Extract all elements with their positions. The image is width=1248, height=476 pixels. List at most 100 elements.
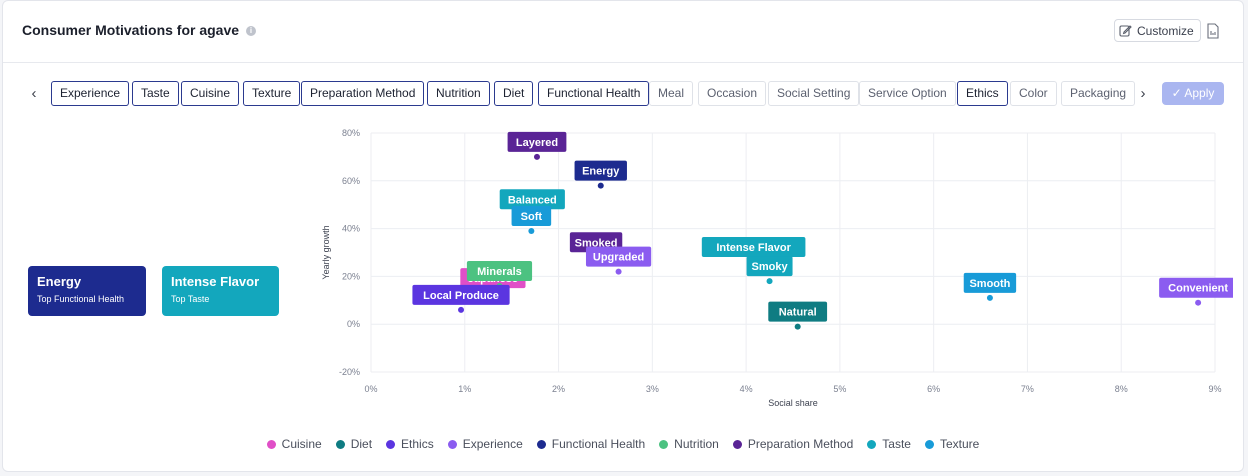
y-tick-label: 20%: [342, 271, 360, 281]
point-label-box: [466, 260, 533, 281]
customize-button[interactable]: Customize: [1114, 19, 1201, 42]
summary-card-1: Intense Flavor Top Taste: [162, 266, 279, 316]
legend-item[interactable]: Cuisine: [266, 437, 322, 451]
y-tick-label: 0%: [347, 319, 360, 329]
x-tick-label: 1%: [458, 384, 471, 394]
y-tick-label: 80%: [342, 128, 360, 138]
point-label-box: [499, 189, 565, 210]
x-tick-label: 2%: [552, 384, 565, 394]
legend-item[interactable]: Nutrition: [659, 437, 719, 451]
legend-item[interactable]: Texture: [924, 437, 980, 451]
legend-item[interactable]: Ethics: [386, 437, 434, 451]
point-label: Convenient: [1168, 283, 1228, 295]
data-point: [533, 153, 540, 160]
legend-label: Ethics: [401, 437, 434, 451]
scroll-left-icon[interactable]: ‹: [31, 85, 37, 102]
scroll-right-icon[interactable]: ›: [1140, 85, 1146, 102]
legend-label: Cuisine: [281, 437, 322, 451]
data-point: [986, 294, 993, 301]
filter-chip-cuisine[interactable]: Cuisine: [181, 81, 240, 106]
filter-chip-nutrition[interactable]: Nutrition: [427, 81, 490, 106]
legend-label: Preparation Method: [747, 437, 854, 451]
legend-item[interactable]: Diet: [335, 437, 373, 451]
filter-chip-diet[interactable]: Diet: [494, 81, 534, 106]
data-point: [766, 278, 773, 285]
point-label: Smoked: [575, 237, 618, 249]
data-point: [458, 306, 465, 313]
legend-dot: [335, 439, 345, 449]
legend-label: Nutrition: [674, 437, 719, 451]
filter-chip-service-option[interactable]: Service Option: [859, 81, 956, 106]
legend-dot: [536, 439, 546, 449]
y-tick-label: -20%: [339, 367, 360, 377]
x-tick-label: 4%: [740, 384, 753, 394]
summary-card-0: Energy Top Functional Health: [28, 266, 146, 316]
legend-label: Texture: [939, 437, 980, 451]
x-tick-label: 9%: [1208, 384, 1221, 394]
legend-dot: [867, 439, 877, 449]
legend-label: Experience: [462, 437, 523, 451]
x-tick-label: 5%: [833, 384, 846, 394]
legend-dot: [924, 439, 934, 449]
filter-row: ‹ Experience Taste Cuisine Texture Preparati…: [3, 81, 1243, 107]
x-axis-label: Social share: [768, 398, 818, 408]
filter-chip-experience[interactable]: Experience: [51, 81, 130, 106]
legend-label: Functional Health: [551, 437, 646, 451]
data-point: [794, 323, 801, 330]
point-label: Local Produce: [423, 290, 499, 302]
page-title: Consumer Motivations for agave: [22, 22, 240, 38]
filter-chip-occasion[interactable]: Occasion: [698, 81, 767, 106]
x-tick-label: 8%: [1115, 384, 1128, 394]
point-label: Intense Flavor: [716, 242, 791, 254]
scatter-chart: 0% 1% 2% 3% 4% 5% 6% 7% 8% 9% -20% 0% 20% 40% 60% 80% So…: [321, 128, 1233, 408]
legend-dot: [447, 439, 457, 449]
x-tick-label: 6%: [927, 384, 940, 394]
point-label-box: [511, 205, 552, 226]
filter-chip-meal[interactable]: Meal: [649, 81, 694, 106]
filter-chip-social-setting[interactable]: Social Setting: [768, 81, 860, 106]
point-label: Natural: [779, 307, 817, 319]
summary-card-name: Energy: [37, 274, 82, 289]
legend-item[interactable]: Experience: [447, 437, 523, 451]
y-tick-label: 40%: [342, 224, 360, 234]
filter-chip-preparation-method[interactable]: Preparation Method: [301, 81, 425, 106]
point-label: Smoky: [752, 261, 789, 273]
filter-chip-ethics[interactable]: Ethics: [957, 81, 1008, 106]
legend-dot: [732, 439, 742, 449]
point-label: Layered: [516, 137, 558, 149]
point-label-box: [412, 284, 510, 305]
filter-chip-color[interactable]: Color: [1010, 81, 1057, 106]
apply-button[interactable]: ✓ Apply: [1162, 82, 1224, 105]
edit-icon: [1119, 25, 1132, 37]
filter-chip-taste[interactable]: Taste: [132, 81, 179, 106]
filter-chip-texture[interactable]: Texture: [243, 81, 301, 106]
info-icon[interactable]: i: [246, 26, 256, 36]
legend-label: Diet: [350, 437, 373, 451]
point-label: Minerals: [477, 266, 522, 278]
chart-legend: Cuisine Diet Ethics Experience Functional He…: [3, 437, 1243, 451]
point-label-box: [701, 237, 806, 258]
data-point: [615, 268, 622, 275]
point-label-box: [574, 160, 627, 181]
point-label: Balanced: [508, 194, 557, 206]
data-point: [528, 227, 535, 234]
data-point: [1195, 299, 1202, 306]
x-tick-label: 0%: [364, 384, 377, 394]
card-header: Consumer Motivations for agave i Customi…: [3, 1, 1243, 63]
legend-dot: [386, 439, 396, 449]
point-label: Smooth: [969, 278, 1010, 290]
legend-item[interactable]: Functional Health: [536, 437, 646, 451]
legend-item[interactable]: Taste: [867, 437, 911, 451]
filter-chip-packaging[interactable]: Packaging: [1061, 81, 1136, 106]
export-icon[interactable]: [1206, 23, 1220, 39]
legend-label: Taste: [882, 437, 911, 451]
legend-item[interactable]: Preparation Method: [732, 437, 854, 451]
legend-dot: [266, 439, 276, 449]
summary-card-subtitle: Top Functional Health: [37, 294, 125, 304]
data-point: [597, 182, 604, 189]
point-label: Energy: [582, 166, 620, 178]
filter-chip-functional-health[interactable]: Functional Health: [538, 81, 650, 106]
summary-card-subtitle: Top Taste: [171, 294, 210, 304]
point-label-box: [507, 131, 567, 152]
